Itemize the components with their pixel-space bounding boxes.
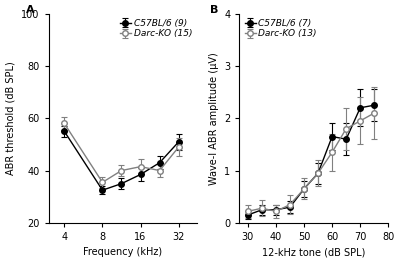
Text: B: B [210,5,218,15]
Y-axis label: Wave-I ABR amplitude (μV): Wave-I ABR amplitude (μV) [208,52,218,185]
Legend: C57BL/6 (9), Darc-KO (15): C57BL/6 (9), Darc-KO (15) [119,18,193,39]
Text: A: A [26,5,35,15]
Y-axis label: ABR threshold (dB SPL): ABR threshold (dB SPL) [6,61,16,175]
X-axis label: Frequency (kHz): Frequency (kHz) [84,247,162,257]
Legend: C57BL/6 (7), Darc-KO (13): C57BL/6 (7), Darc-KO (13) [244,18,318,39]
X-axis label: 12-kHz tone (dB SPL): 12-kHz tone (dB SPL) [262,247,366,257]
